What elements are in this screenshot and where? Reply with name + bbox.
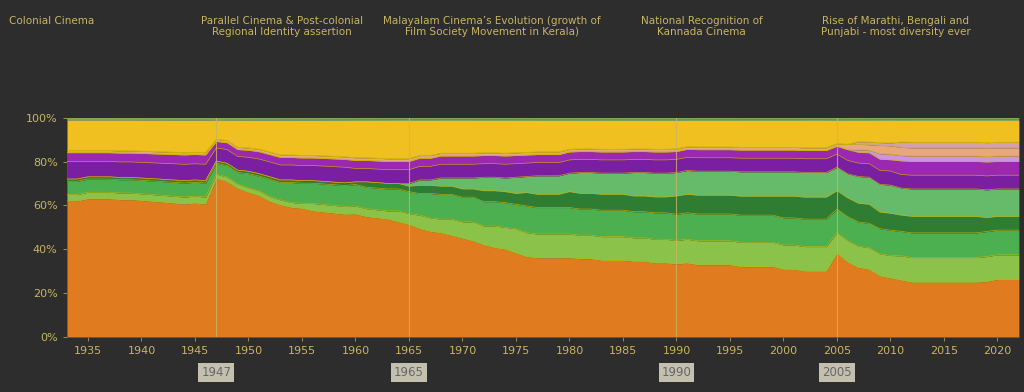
Text: 2005: 2005 — [822, 366, 852, 379]
Text: 1990: 1990 — [662, 366, 691, 379]
Text: National Recognition of
Kannada Cinema: National Recognition of Kannada Cinema — [641, 16, 762, 37]
Text: 1965: 1965 — [394, 366, 424, 379]
Text: Malayalam Cinema’s Evolution (growth of
Film Society Movement in Kerala): Malayalam Cinema’s Evolution (growth of … — [383, 16, 600, 37]
Text: Colonial Cinema: Colonial Cinema — [8, 16, 94, 26]
Text: Rise of Marathi, Bengali and
Punjabi - most diversity ever: Rise of Marathi, Bengali and Punjabi - m… — [821, 16, 971, 37]
Text: 1947: 1947 — [202, 366, 231, 379]
Text: Parallel Cinema & Post-colonial
Regional Identity assertion: Parallel Cinema & Post-colonial Regional… — [201, 16, 362, 37]
